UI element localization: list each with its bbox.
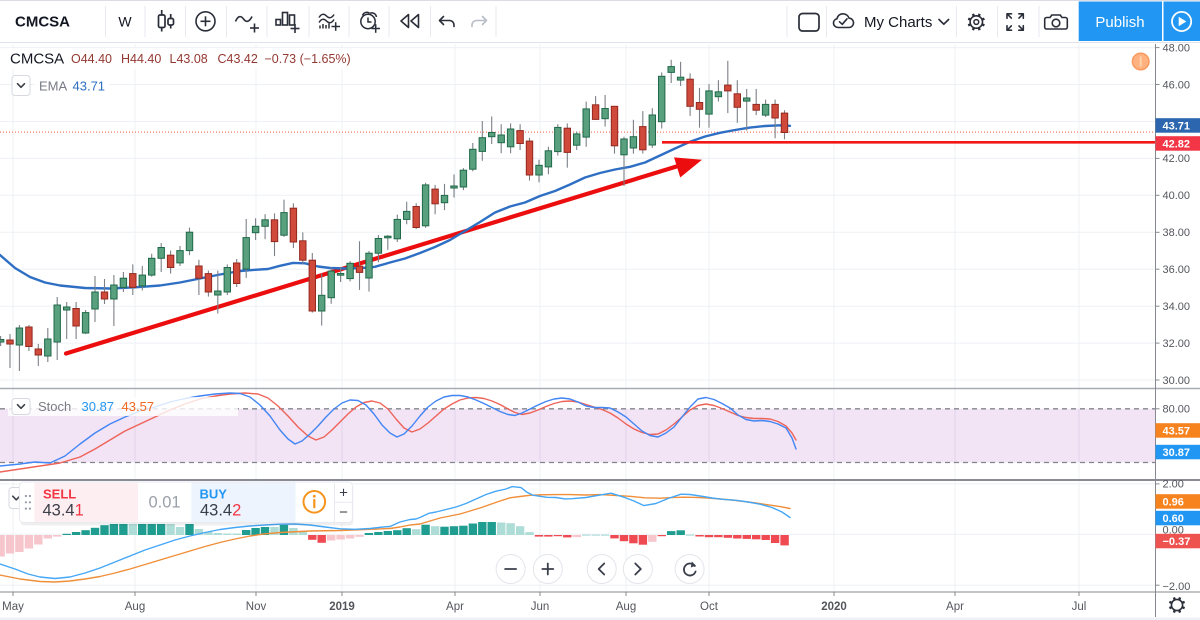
svg-text:CMCSA: CMCSA: [10, 51, 64, 68]
svg-text:BUY: BUY: [200, 487, 228, 502]
svg-text:34.00: 34.00: [1163, 301, 1191, 313]
svg-text:CMCSA: CMCSA: [15, 14, 70, 31]
svg-text:Jun: Jun: [531, 601, 550, 613]
svg-text:43.57: 43.57: [122, 399, 155, 414]
svg-text:80.00: 80.00: [1163, 404, 1191, 416]
svg-text:Apr: Apr: [946, 601, 964, 613]
svg-text:Publish: Publish: [1095, 14, 1144, 31]
svg-text:H44.40: H44.40: [121, 52, 161, 66]
svg-text:Stoch: Stoch: [38, 399, 71, 414]
svg-text:L43.08: L43.08: [170, 52, 208, 66]
svg-text:36.00: 36.00: [1163, 264, 1191, 276]
svg-text:−2.00: −2.00: [1163, 581, 1191, 593]
svg-text:Aug: Aug: [616, 601, 636, 613]
svg-text:Aug: Aug: [125, 601, 145, 613]
svg-text:May: May: [2, 601, 24, 613]
svg-text:Apr: Apr: [446, 601, 464, 613]
svg-text:40.00: 40.00: [1163, 190, 1191, 202]
svg-text:43.41: 43.41: [43, 502, 84, 520]
svg-text:30.87: 30.87: [1163, 447, 1191, 459]
svg-text:0.01: 0.01: [148, 494, 180, 512]
svg-text:O44.40: O44.40: [71, 52, 112, 66]
svg-text:C43.42: C43.42: [218, 52, 258, 66]
svg-text:42.82: 42.82: [1163, 139, 1191, 151]
svg-text:43.71: 43.71: [1163, 121, 1191, 133]
svg-text:0.96: 0.96: [1163, 497, 1184, 509]
svg-text:38.00: 38.00: [1163, 227, 1191, 239]
svg-text:30.87: 30.87: [82, 399, 115, 414]
svg-text:2.00: 2.00: [1163, 479, 1184, 491]
svg-text:2020: 2020: [821, 601, 847, 613]
svg-text:−: −: [339, 504, 348, 521]
svg-text:42.00: 42.00: [1163, 153, 1191, 165]
svg-text:Nov: Nov: [246, 601, 267, 613]
svg-text:43.42: 43.42: [200, 502, 241, 520]
svg-text:Jul: Jul: [1072, 601, 1087, 613]
svg-text:SELL: SELL: [43, 487, 76, 502]
svg-text:0.60: 0.60: [1163, 513, 1184, 525]
svg-text:30.00: 30.00: [1163, 375, 1191, 387]
svg-text:My Charts: My Charts: [864, 14, 932, 31]
svg-text:W: W: [118, 14, 132, 30]
svg-text:+: +: [339, 485, 348, 502]
svg-text:43.71: 43.71: [73, 79, 106, 94]
svg-text:46.00: 46.00: [1163, 79, 1191, 91]
svg-text:43.57: 43.57: [1163, 426, 1191, 438]
svg-text:32.00: 32.00: [1163, 338, 1191, 350]
svg-text:−0.73 (−1.65%): −0.73 (−1.65%): [265, 52, 351, 66]
svg-text:0.00: 0.00: [1163, 524, 1184, 536]
svg-text:48.00: 48.00: [1163, 43, 1191, 54]
svg-text:EMA: EMA: [39, 79, 68, 94]
svg-text:Oct: Oct: [700, 601, 719, 613]
svg-text:2019: 2019: [329, 601, 355, 613]
svg-text:−0.37: −0.37: [1163, 536, 1191, 548]
